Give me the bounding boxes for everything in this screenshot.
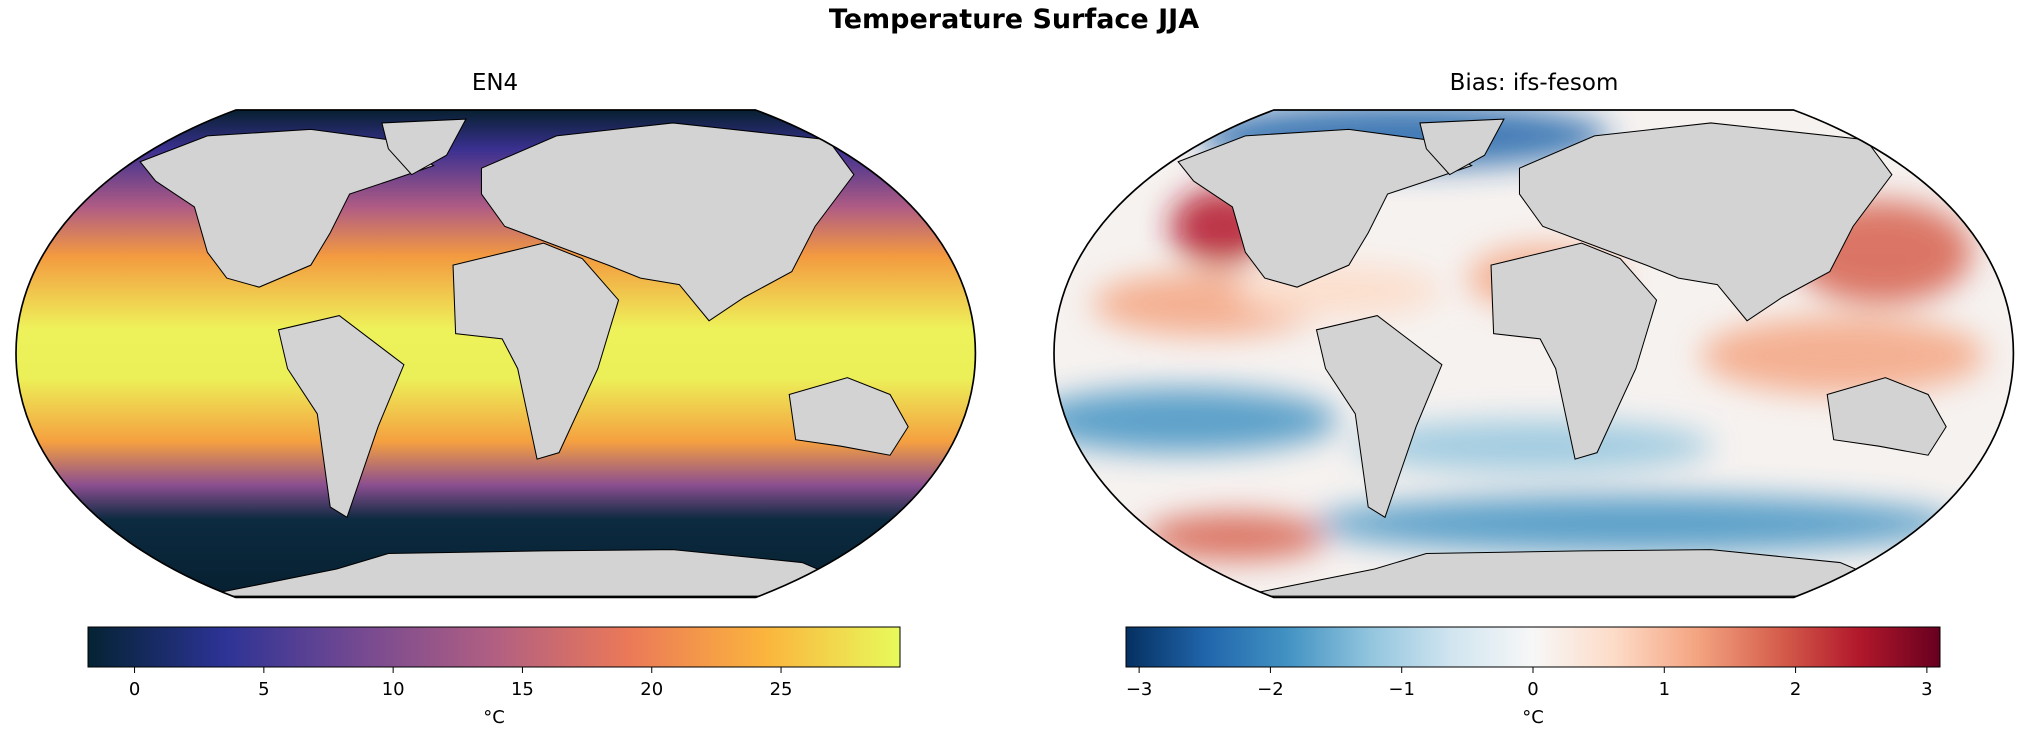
colorbar-tick-label: −2	[1257, 679, 1284, 700]
map-title: EN4	[472, 70, 518, 96]
colorbar-tick-label: 10	[382, 679, 405, 700]
colorbar-tick-label: 25	[770, 679, 793, 700]
colorbar	[1125, 626, 1941, 668]
colorbar-tick-label: 3	[1921, 679, 1932, 700]
map-title: Bias: ifs-fesom	[1450, 70, 1619, 96]
colorbar-tick-label: 0	[1527, 679, 1538, 700]
colorbar-tick-label: −1	[1388, 679, 1415, 700]
colorbar	[87, 626, 901, 668]
map-bias	[1053, 109, 2015, 599]
colorbar-tick-label: 5	[258, 679, 269, 700]
colorbar-tick-label: 15	[511, 679, 534, 700]
colorbar-label: °C	[483, 707, 505, 728]
colorbar-tick-label: 1	[1659, 679, 1670, 700]
colorbar-label: °C	[1522, 707, 1544, 728]
colorbar-tick-label: −3	[1126, 679, 1153, 700]
colorbar-tick-label: 0	[129, 679, 140, 700]
colorbar-tick-label: 2	[1790, 679, 1801, 700]
figure-title: Temperature Surface JJA	[829, 4, 1199, 35]
map-en4	[15, 109, 977, 599]
colorbar-tick-label: 20	[640, 679, 663, 700]
